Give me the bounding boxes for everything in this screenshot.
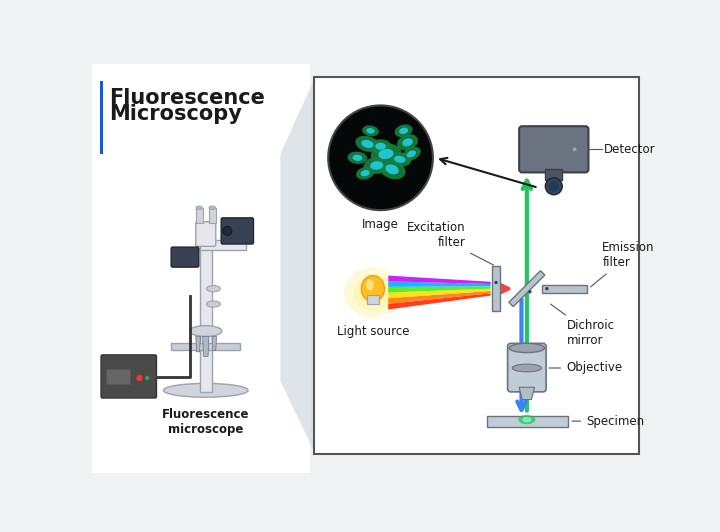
Polygon shape bbox=[196, 336, 200, 352]
Text: Excitation
filter: Excitation filter bbox=[407, 221, 494, 265]
Polygon shape bbox=[212, 336, 217, 350]
Ellipse shape bbox=[353, 155, 362, 161]
Ellipse shape bbox=[163, 384, 248, 397]
Ellipse shape bbox=[371, 144, 401, 164]
Bar bbox=[196, 208, 203, 223]
Ellipse shape bbox=[209, 206, 216, 210]
Ellipse shape bbox=[395, 124, 413, 137]
Ellipse shape bbox=[207, 301, 220, 307]
Ellipse shape bbox=[207, 286, 220, 292]
Polygon shape bbox=[519, 387, 534, 400]
Ellipse shape bbox=[344, 268, 402, 318]
Ellipse shape bbox=[361, 140, 374, 148]
Ellipse shape bbox=[356, 136, 379, 152]
FancyBboxPatch shape bbox=[196, 222, 216, 246]
Bar bbox=[199, 240, 246, 250]
Ellipse shape bbox=[362, 126, 379, 136]
Polygon shape bbox=[388, 289, 490, 298]
Ellipse shape bbox=[407, 151, 416, 157]
Circle shape bbox=[545, 287, 549, 290]
Bar bbox=[542, 285, 587, 293]
Polygon shape bbox=[281, 81, 314, 451]
Text: Objective: Objective bbox=[549, 361, 622, 375]
Ellipse shape bbox=[378, 149, 394, 159]
Text: Light source: Light source bbox=[337, 325, 409, 338]
Polygon shape bbox=[509, 271, 545, 306]
Polygon shape bbox=[203, 336, 209, 356]
Polygon shape bbox=[388, 286, 490, 293]
Circle shape bbox=[328, 105, 433, 210]
Circle shape bbox=[549, 181, 559, 192]
FancyBboxPatch shape bbox=[101, 355, 156, 398]
Ellipse shape bbox=[370, 139, 392, 153]
Ellipse shape bbox=[402, 138, 413, 146]
Ellipse shape bbox=[385, 164, 399, 174]
Ellipse shape bbox=[361, 276, 384, 302]
Bar bbox=[545, 169, 562, 180]
Bar bbox=[366, 295, 379, 304]
Ellipse shape bbox=[518, 415, 536, 424]
Text: Specimen: Specimen bbox=[572, 414, 644, 428]
Circle shape bbox=[137, 375, 143, 381]
Polygon shape bbox=[388, 276, 490, 284]
Circle shape bbox=[222, 226, 232, 236]
Bar bbox=[314, 77, 639, 454]
FancyBboxPatch shape bbox=[508, 343, 546, 392]
FancyBboxPatch shape bbox=[519, 126, 588, 172]
Text: Detector: Detector bbox=[604, 143, 655, 156]
Circle shape bbox=[145, 376, 150, 380]
Bar bbox=[199, 242, 212, 392]
Bar bbox=[92, 64, 310, 473]
Ellipse shape bbox=[394, 156, 405, 163]
Bar bbox=[487, 415, 567, 427]
Ellipse shape bbox=[509, 343, 544, 353]
Bar bbox=[99, 81, 104, 154]
Ellipse shape bbox=[356, 167, 374, 180]
Ellipse shape bbox=[397, 134, 418, 151]
Ellipse shape bbox=[370, 161, 383, 170]
Ellipse shape bbox=[354, 275, 392, 310]
Bar bbox=[492, 267, 500, 311]
Ellipse shape bbox=[348, 152, 367, 164]
Ellipse shape bbox=[512, 364, 541, 372]
Bar bbox=[171, 343, 240, 350]
Polygon shape bbox=[388, 291, 490, 304]
Text: Emission
filter: Emission filter bbox=[590, 242, 654, 287]
FancyBboxPatch shape bbox=[221, 218, 253, 244]
Ellipse shape bbox=[402, 147, 420, 161]
Text: Fluorescence
microscope: Fluorescence microscope bbox=[162, 408, 250, 436]
Ellipse shape bbox=[189, 326, 222, 336]
Bar bbox=[106, 369, 130, 384]
Ellipse shape bbox=[375, 143, 386, 149]
Ellipse shape bbox=[388, 152, 411, 167]
Text: Microscopy: Microscopy bbox=[109, 104, 242, 124]
Ellipse shape bbox=[361, 170, 369, 177]
Text: Dichroic
mirror: Dichroic mirror bbox=[551, 304, 615, 347]
Circle shape bbox=[495, 281, 498, 284]
Ellipse shape bbox=[399, 128, 408, 134]
FancyBboxPatch shape bbox=[171, 247, 199, 267]
Ellipse shape bbox=[379, 160, 405, 179]
Bar bbox=[209, 208, 216, 223]
Ellipse shape bbox=[196, 206, 203, 210]
Polygon shape bbox=[388, 293, 490, 310]
Circle shape bbox=[545, 178, 562, 195]
Circle shape bbox=[572, 147, 577, 151]
Polygon shape bbox=[388, 281, 490, 287]
Ellipse shape bbox=[522, 417, 531, 422]
Ellipse shape bbox=[364, 157, 390, 174]
Text: Image: Image bbox=[362, 218, 399, 231]
Circle shape bbox=[528, 290, 531, 294]
Text: Fluorescence: Fluorescence bbox=[109, 88, 265, 109]
Ellipse shape bbox=[366, 128, 374, 134]
Ellipse shape bbox=[366, 279, 374, 290]
